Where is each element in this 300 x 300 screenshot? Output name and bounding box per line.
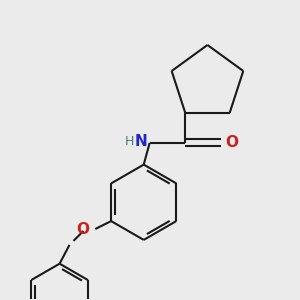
- Text: N: N: [135, 134, 148, 149]
- Text: O: O: [76, 221, 89, 236]
- Text: H: H: [124, 135, 134, 148]
- Text: O: O: [225, 135, 238, 150]
